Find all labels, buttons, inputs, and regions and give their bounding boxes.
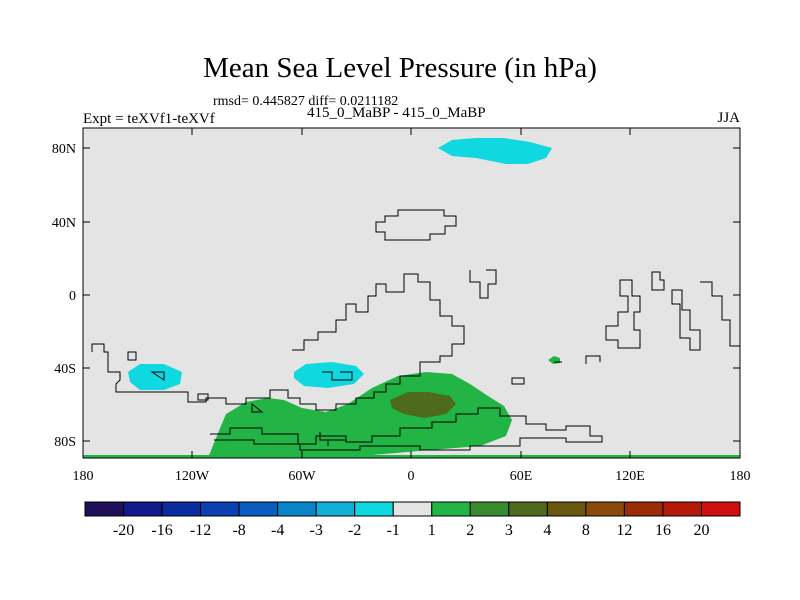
coast-pacific-islands	[651, 271, 701, 351]
colorbar-label: -1	[387, 522, 400, 539]
lon-tick-180w: 180	[73, 469, 94, 484]
lon-tick-180e: 180	[730, 469, 751, 484]
colorbar-cell	[161, 501, 202, 517]
coast-eurasia-north	[375, 209, 457, 241]
lon-tick-0: 0	[408, 469, 415, 484]
colorbar-cell	[392, 501, 433, 517]
colorbar-label: -4	[271, 522, 284, 539]
lat-tick-80s: 80S	[54, 435, 76, 450]
colorbar-cell	[200, 501, 240, 517]
colorbar-label: -12	[190, 522, 211, 539]
colorbar-label: -2	[348, 522, 361, 539]
colorbar-label: 1	[428, 522, 436, 539]
colorbar-cell	[354, 501, 394, 517]
coast-indian-ocean-islands	[511, 355, 601, 385]
colorbar-cell	[546, 501, 587, 517]
coastlines	[91, 209, 740, 451]
region-negative-arctic	[438, 138, 552, 164]
colorbar-label: 8	[582, 522, 590, 539]
lon-tick-120w: 120W	[175, 469, 210, 484]
stats-text: rmsd= 0.445827 diff= 0.0211182	[213, 94, 399, 109]
colorbar-cell	[585, 501, 625, 517]
coast-south-atlantic	[91, 273, 465, 411]
colorbar-cell	[431, 501, 471, 517]
region-positive-3	[390, 392, 456, 418]
colorbar-cell	[623, 501, 664, 517]
runs-label: 415_0_MaBP - 415_0_MaBP	[307, 105, 486, 121]
colorbar-cell	[123, 501, 163, 517]
coast-weddell	[319, 432, 346, 446]
colorbar-label: -16	[151, 522, 172, 539]
colorbar-label: 3	[505, 522, 513, 539]
map-panel	[82, 127, 741, 459]
lon-tick-120e: 120E	[615, 469, 645, 484]
coast-scotia	[322, 371, 353, 381]
lat-tick-40n: 40N	[52, 216, 76, 231]
colorbar-cell	[662, 501, 702, 517]
colorbar-label: 12	[616, 522, 632, 539]
lat-axis: 80N 40N 0 40S 80S	[52, 142, 740, 450]
colorbar-cell	[508, 501, 548, 517]
lat-tick-40s: 40S	[54, 362, 76, 377]
experiment-label: Expt = teXVf1-teXVf	[83, 111, 215, 127]
region-negative-south-atlantic	[294, 362, 364, 388]
colorbar-label: 20	[693, 522, 709, 539]
lon-axis: 180 120W 60W 0 60E 120E 180	[73, 128, 751, 484]
colorbar-label: -3	[310, 522, 323, 539]
colorbar-cell	[277, 501, 317, 517]
colorbar-label: -20	[113, 522, 134, 539]
colorbar-cell	[84, 501, 125, 517]
colorbar-cell	[700, 501, 741, 517]
lat-tick-0: 0	[69, 289, 76, 304]
coast-east-pacific	[700, 281, 740, 347]
colorbar-label: 2	[466, 522, 474, 539]
chart-title: Mean Sea Level Pressure (in hPa)	[203, 52, 597, 84]
coast-south-pacific-island	[127, 351, 137, 361]
coast-east-africa	[469, 269, 497, 299]
lat-tick-80n: 80N	[52, 142, 76, 157]
colorbar-cell	[469, 501, 510, 517]
colorbar: -20 -16 -12 -8 -4 -3 -2 -1 1 2 3 4 8 12 16 20	[84, 501, 741, 539]
colorbar-label: 4	[543, 522, 551, 539]
lon-tick-60w: 60W	[288, 469, 316, 484]
coast-southern-islands	[150, 371, 264, 413]
colorbar-cell	[315, 501, 356, 517]
lon-tick-60e: 60E	[510, 469, 533, 484]
colorbar-label: 16	[655, 522, 671, 539]
season-label: JJA	[717, 110, 740, 126]
coast-australia	[605, 279, 641, 349]
region-negative-south-pacific	[128, 364, 182, 390]
coast-antarctic	[210, 407, 603, 451]
colorbar-label: -8	[232, 522, 245, 539]
colorbar-cell	[238, 501, 279, 517]
